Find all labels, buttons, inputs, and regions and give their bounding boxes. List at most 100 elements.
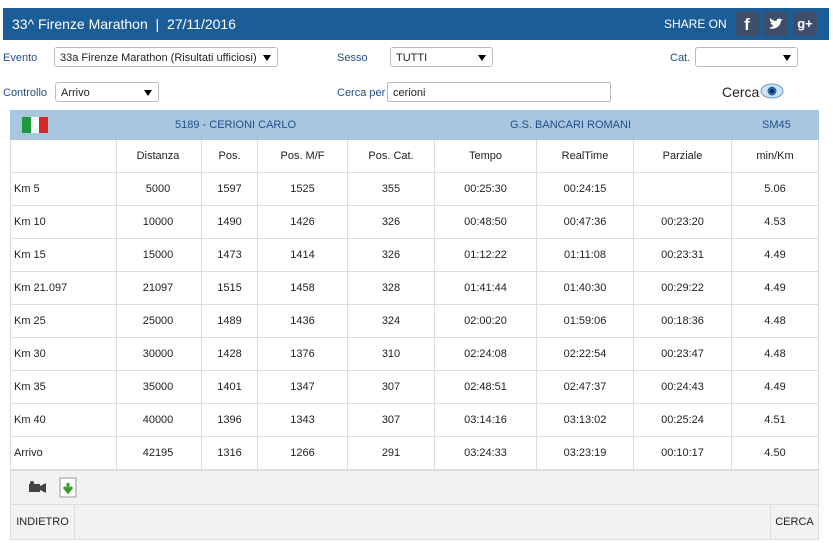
table-cell: 00:25:24 bbox=[634, 404, 732, 437]
table-cell: 02:47:37 bbox=[537, 371, 634, 404]
table-cell: 00:48:50 bbox=[435, 206, 537, 239]
arrow bbox=[478, 55, 486, 61]
table-cell: 02:24:08 bbox=[435, 338, 537, 371]
table-cell: 00:25:30 bbox=[435, 173, 537, 206]
table-cell: Arrivo bbox=[11, 437, 117, 470]
cerca-per-label: Cerca per bbox=[337, 87, 386, 99]
table-cell: 02:00:20 bbox=[435, 305, 537, 338]
table-cell: 00:18:36 bbox=[634, 305, 732, 338]
athlete-team: G.S. BANCARI ROMANI bbox=[510, 119, 632, 131]
table-cell: 00:23:47 bbox=[634, 338, 732, 371]
table-cell: 1436 bbox=[258, 305, 348, 338]
sesso-label: Sesso bbox=[337, 52, 368, 64]
flag bbox=[22, 117, 48, 133]
table-cell: 324 bbox=[348, 305, 435, 338]
title: 33^ Firenze Marathon | 27/11/2016 bbox=[12, 16, 236, 32]
table-cell: 00:47:36 bbox=[537, 206, 634, 239]
arrow bbox=[263, 55, 271, 61]
table-cell: 326 bbox=[348, 239, 435, 272]
cerca-per-input[interactable]: cerioni bbox=[387, 82, 611, 102]
table-cell: 00:23:20 bbox=[634, 206, 732, 239]
download-icon[interactable] bbox=[59, 477, 79, 499]
cerca-button[interactable]: Cerca bbox=[722, 84, 760, 100]
table-cell: 03:14:16 bbox=[435, 404, 537, 437]
table-cell: 35000 bbox=[115, 371, 202, 404]
controllo-value: Arrivo bbox=[61, 87, 90, 99]
twitter-button[interactable] bbox=[764, 12, 788, 36]
table-cell: Km 30 bbox=[11, 338, 117, 371]
cerca-per-value: cerioni bbox=[393, 87, 426, 99]
sesso-value: TUTTI bbox=[396, 52, 428, 64]
column-header bbox=[11, 140, 117, 173]
sesso-select[interactable]: TUTTI bbox=[390, 47, 493, 67]
table-cell: Km 21.097 bbox=[11, 272, 117, 305]
table-cell: 4.49 bbox=[732, 239, 819, 272]
table-cell: 01:11:08 bbox=[537, 239, 634, 272]
facebook-button[interactable]: f bbox=[735, 12, 759, 36]
table-cell: 5000 bbox=[115, 173, 202, 206]
column-header: Pos. M/F bbox=[258, 140, 348, 173]
table-cell: 355 bbox=[348, 173, 435, 206]
table-cell: 1316 bbox=[202, 437, 258, 470]
table-cell: 25000 bbox=[115, 305, 202, 338]
evento-value: 33a Firenze Marathon (Risultati ufficios… bbox=[60, 52, 257, 64]
column-header: Pos. Cat. bbox=[348, 140, 435, 173]
table-cell: 00:23:31 bbox=[634, 239, 732, 272]
table-cell: 42195 bbox=[115, 437, 202, 470]
cat-select[interactable] bbox=[695, 47, 798, 67]
table-cell: 1401 bbox=[202, 371, 258, 404]
table-cell: 00:24:15 bbox=[537, 173, 634, 206]
results-table: Distanza Pos. Pos. M/F Pos. Cat. Tempo RealTi… bbox=[10, 140, 819, 470]
camera-icon[interactable] bbox=[27, 480, 47, 496]
table-cell: 1515 bbox=[202, 272, 258, 305]
eye-icon[interactable] bbox=[760, 82, 784, 100]
table-cell: 1343 bbox=[258, 404, 348, 437]
table-cell: 1376 bbox=[258, 338, 348, 371]
footer-row: INDIETRO CERCA bbox=[10, 505, 819, 540]
table-cell: 4.51 bbox=[732, 404, 819, 437]
header-bar: 33^ Firenze Marathon | 27/11/2016 SHARE … bbox=[3, 8, 829, 40]
table-cell: 1490 bbox=[202, 206, 258, 239]
evento-select[interactable]: 33a Firenze Marathon (Risultati ufficios… bbox=[54, 47, 278, 67]
table-cell: 5.06 bbox=[732, 173, 819, 206]
table-cell: 4.49 bbox=[732, 272, 819, 305]
arrow bbox=[783, 55, 791, 61]
search-button[interactable]: CERCA bbox=[770, 505, 818, 539]
table-cell: 00:24:43 bbox=[634, 371, 732, 404]
table-cell: 1414 bbox=[258, 239, 348, 272]
table-cell: Km 40 bbox=[11, 404, 117, 437]
table-cell: 01:41:44 bbox=[435, 272, 537, 305]
table-cell: 1525 bbox=[258, 173, 348, 206]
table-cell: 03:23:19 bbox=[537, 437, 634, 470]
arrow bbox=[144, 90, 152, 96]
table-cell: 291 bbox=[348, 437, 435, 470]
table-cell: 4.49 bbox=[732, 371, 819, 404]
tools-row bbox=[10, 470, 819, 505]
table-cell: 02:48:51 bbox=[435, 371, 537, 404]
column-header: Pos. bbox=[202, 140, 258, 173]
table-cell: 4.50 bbox=[732, 437, 819, 470]
table-cell: 4.48 bbox=[732, 305, 819, 338]
table-cell: Km 35 bbox=[11, 371, 117, 404]
table-cell: 4.48 bbox=[732, 338, 819, 371]
cat-label: Cat. bbox=[670, 52, 691, 64]
table-cell: 328 bbox=[348, 272, 435, 305]
table-cell: 1347 bbox=[258, 371, 348, 404]
controllo-label: Controllo bbox=[3, 87, 48, 99]
table-cell: 21097 bbox=[115, 272, 202, 305]
table-cell: 40000 bbox=[115, 404, 202, 437]
table-cell: 307 bbox=[348, 371, 435, 404]
column-header: Distanza bbox=[115, 140, 202, 173]
table-cell: 1266 bbox=[258, 437, 348, 470]
table-cell: 10000 bbox=[115, 206, 202, 239]
controllo-select[interactable]: Arrivo bbox=[55, 82, 159, 102]
gplus-button[interactable]: g+ bbox=[793, 12, 817, 36]
table-cell: 01:59:06 bbox=[537, 305, 634, 338]
table-cell: 01:12:22 bbox=[435, 239, 537, 272]
back-button[interactable]: INDIETRO bbox=[11, 505, 75, 539]
table-cell: 15000 bbox=[115, 239, 202, 272]
table-cell: Km 5 bbox=[11, 173, 117, 206]
athlete-category: SM45 bbox=[762, 119, 791, 131]
table-cell: 00:10:17 bbox=[634, 437, 732, 470]
